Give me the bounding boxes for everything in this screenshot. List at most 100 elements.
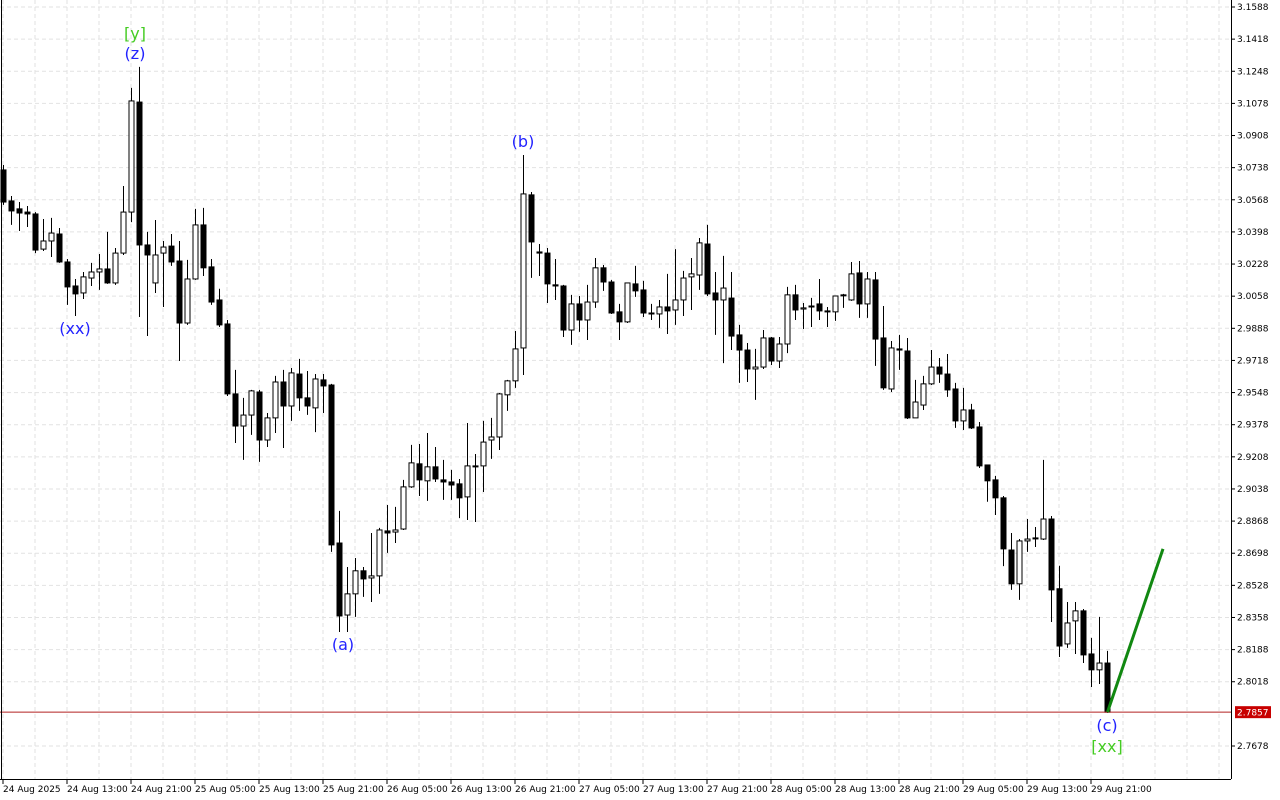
candle <box>24 206 31 227</box>
wave-label: (b) <box>512 132 535 151</box>
candle <box>1016 539 1023 600</box>
candle-body-bearish <box>432 466 439 480</box>
candle <box>720 255 727 364</box>
candle <box>680 270 687 317</box>
candle <box>512 330 519 388</box>
candle-body-bullish <box>680 277 687 301</box>
candle <box>312 374 319 433</box>
candle <box>800 302 807 330</box>
candle <box>560 284 567 337</box>
candle-body-bullish <box>960 409 967 422</box>
candle <box>616 303 623 341</box>
candle <box>824 306 831 327</box>
candle <box>400 479 407 530</box>
candle <box>176 240 183 362</box>
y-tick-label: 3.1248 <box>1237 67 1269 77</box>
y-tick-label: 3.0908 <box>1237 132 1269 142</box>
candle <box>584 284 591 341</box>
candle <box>888 340 895 392</box>
candle-body-bullish <box>760 337 767 368</box>
wave-label: (z) <box>125 44 146 63</box>
candle-body-bullish <box>288 372 295 407</box>
candle-body-bearish <box>736 334 743 351</box>
x-tick-label: 25 Aug 21:00 <box>323 785 384 795</box>
candle <box>232 369 239 444</box>
x-tick-label: 29 Aug 13:00 <box>1027 785 1088 795</box>
candle-body-bearish <box>1048 518 1055 591</box>
candle-body-bullish <box>376 529 383 577</box>
current-price-tag <box>1235 706 1271 719</box>
candle-body-bearish <box>904 350 911 419</box>
candle-body-bearish <box>224 323 231 395</box>
candle <box>144 231 151 337</box>
candle <box>1056 565 1063 657</box>
x-tick-label: 24 Aug 2025 <box>3 785 61 795</box>
candle-body-bearish <box>72 285 79 295</box>
candle <box>40 219 47 252</box>
candle-body-bullish <box>184 278 191 324</box>
candle-body-bullish <box>752 366 759 370</box>
candle-body-bullish <box>472 465 479 468</box>
candle <box>80 271 87 300</box>
candle <box>520 154 527 375</box>
candle <box>440 459 447 500</box>
candle <box>672 249 679 325</box>
candle-body-bullish <box>48 232 55 242</box>
candle-body-bearish <box>976 426 983 467</box>
candle <box>928 350 935 386</box>
candle-body-bullish <box>80 276 87 294</box>
x-tick-label: 25 Aug 13:00 <box>259 785 320 795</box>
candle-body-bullish <box>1096 662 1103 671</box>
candle-body-bullish <box>1072 610 1079 622</box>
candle-body-bearish <box>544 252 551 285</box>
candle-body-bearish <box>1080 610 1087 656</box>
candle-body-bearish <box>552 284 559 287</box>
candle-body-bullish <box>824 310 831 313</box>
candle <box>984 464 991 502</box>
candle-body-bearish <box>560 285 567 331</box>
candle-body-bearish <box>640 289 647 314</box>
candle <box>904 337 911 420</box>
y-tick-label: 2.9038 <box>1237 485 1269 495</box>
candle-body-bullish <box>840 294 847 297</box>
y-tick-label: 3.1588 <box>1237 3 1269 13</box>
candle-body-bearish <box>384 530 391 534</box>
candle-body-bullish <box>584 301 591 321</box>
candle-body-bullish <box>696 242 703 276</box>
candle-body-bearish <box>320 379 327 387</box>
candle-body-bearish <box>616 311 623 323</box>
candle-body-bullish <box>720 287 727 301</box>
candle <box>136 66 143 317</box>
candle <box>208 258 215 305</box>
candle-body-bullish <box>912 401 919 419</box>
y-tick-label: 2.9378 <box>1237 421 1269 431</box>
candle-body-bullish <box>928 366 935 385</box>
candle <box>152 220 159 293</box>
candle-body-bullish <box>424 466 431 482</box>
candle-body-bullish <box>392 529 399 533</box>
candle <box>1064 601 1071 648</box>
y-tick-label: 2.8188 <box>1237 646 1269 656</box>
candle <box>872 271 879 366</box>
candle <box>336 510 343 633</box>
candle-body-bearish <box>232 393 239 427</box>
candle <box>832 295 839 321</box>
candle <box>128 87 135 223</box>
candle-body-bullish <box>88 271 95 279</box>
candle-body-bearish <box>208 266 215 303</box>
candle <box>1040 459 1047 540</box>
candle-body-bearish <box>280 381 287 407</box>
candle <box>1024 519 1031 552</box>
candle <box>664 273 671 334</box>
candle-body-bearish <box>992 479 999 499</box>
candle-body-bullish <box>272 381 279 419</box>
candle-body-bullish <box>40 240 47 250</box>
candle <box>264 412 271 447</box>
y-tick-label: 2.9548 <box>1237 389 1269 399</box>
candle-body-bearish <box>416 463 423 481</box>
candle <box>528 192 535 278</box>
x-tick-label: 25 Aug 05:00 <box>195 785 256 795</box>
candle-body-bearish <box>744 349 751 370</box>
x-tick-label: 24 Aug 13:00 <box>67 785 128 795</box>
candle <box>968 403 975 430</box>
